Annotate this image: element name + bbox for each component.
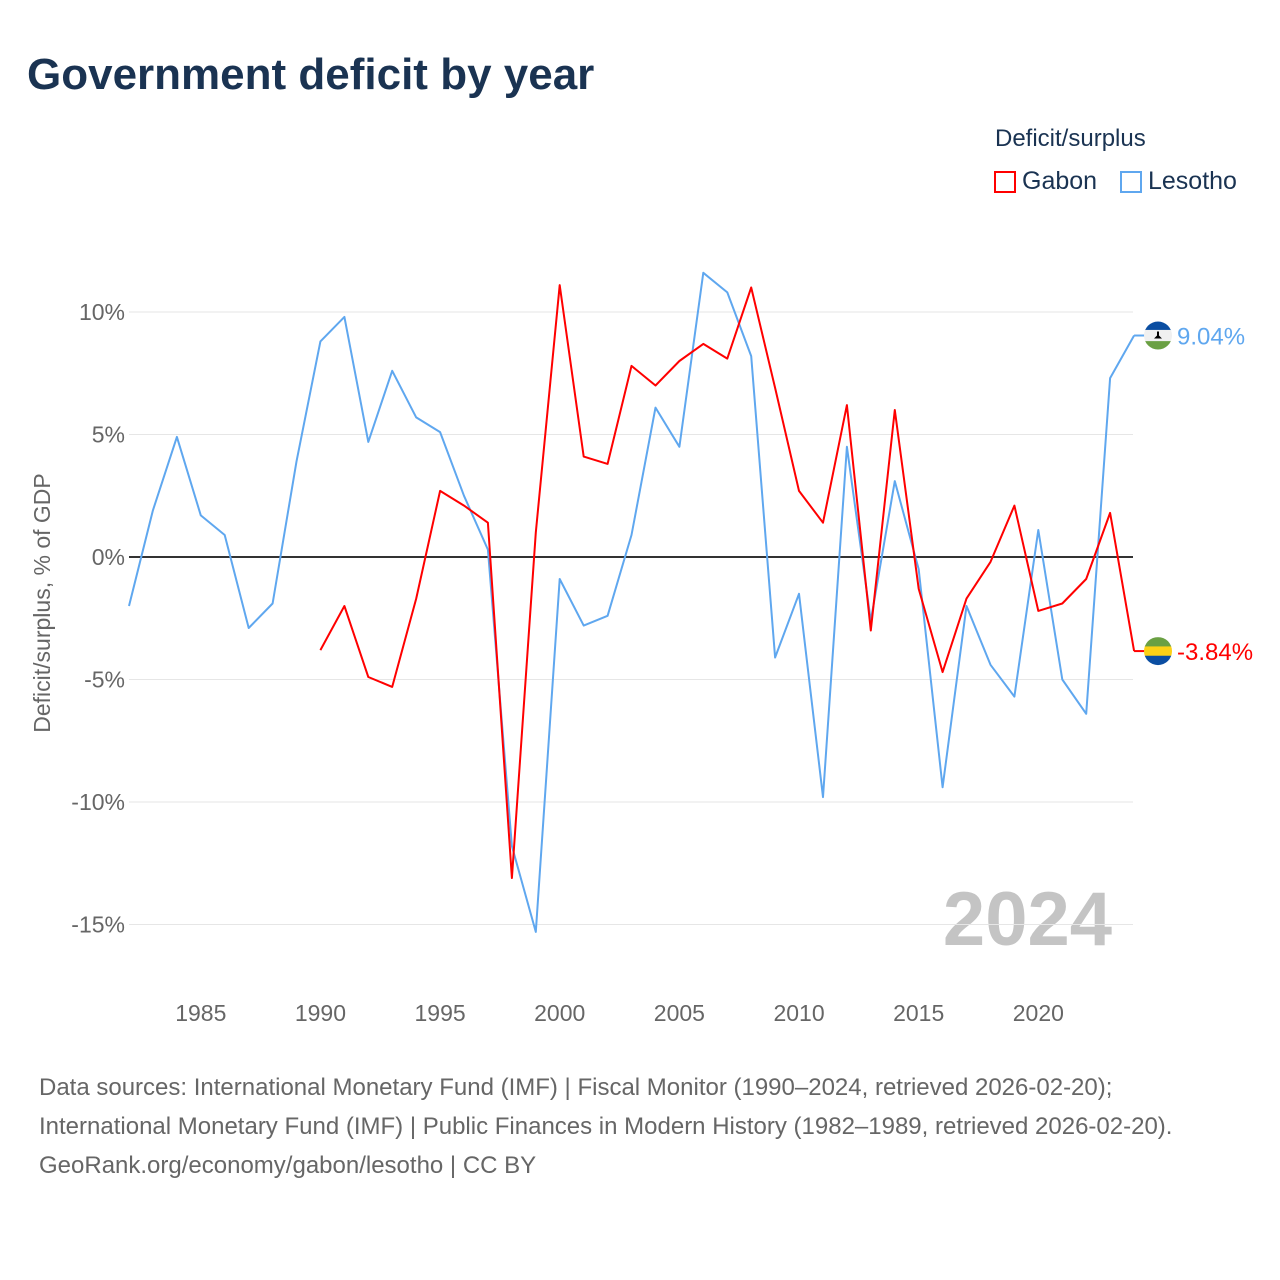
x-tick-label: 1995 (415, 1000, 466, 1026)
legend-item-gabon[interactable]: Gabon (994, 167, 1097, 196)
y-tick-label: -5% (84, 667, 125, 693)
legend-label-lesotho: Lesotho (1148, 167, 1237, 195)
year-watermark: 2024 (943, 877, 1112, 962)
x-tick-label: 2005 (654, 1000, 705, 1026)
x-tick-label: 2015 (893, 1000, 944, 1026)
y-tick-label: 5% (92, 422, 125, 448)
y-axis-label: Deficit/surplus, % of GDP (29, 473, 55, 732)
credit-link[interactable]: GeoRank.org/economy/gabon/lesotho | CC B… (39, 1152, 537, 1179)
chart-title: Government deficit by year (27, 50, 595, 99)
legend-title: Deficit/surplus (995, 125, 1146, 152)
line-chart: 2024 10% 5% 0% -5% -10% -15% 1985 1990 1995 2000 20… (29, 271, 1253, 1026)
y-tick-label: -15% (71, 912, 125, 938)
lesotho-swatch (1120, 170, 1142, 193)
end-label-gabon: -3.84% (1177, 639, 1253, 666)
x-tick-label: 2010 (773, 1000, 824, 1026)
end-label-lesotho: 9.04% (1177, 324, 1245, 351)
gabon-swatch (994, 170, 1016, 193)
legend-label-gabon: Gabon (1022, 167, 1098, 195)
lesotho-flag-icon (1144, 321, 1172, 350)
gabon-flag-icon (1144, 637, 1172, 666)
x-tick-label: 2000 (534, 1000, 585, 1026)
footer: Data sources: International Monetary Fun… (39, 1068, 1239, 1185)
data-sources: Data sources: International Monetary Fun… (39, 1074, 1173, 1140)
series-line-gabon (319, 284, 1136, 879)
y-tick-label: -10% (71, 789, 125, 815)
x-tick-label: 1990 (295, 1000, 346, 1026)
y-tick-label: 10% (79, 299, 125, 325)
x-tick-label: 1985 (175, 1000, 226, 1026)
legend-item-lesotho[interactable]: Lesotho (1120, 167, 1237, 196)
series-line-lesotho (128, 271, 1135, 933)
x-tick-label: 2020 (1013, 1000, 1064, 1026)
y-tick-label: 0% (92, 544, 125, 570)
